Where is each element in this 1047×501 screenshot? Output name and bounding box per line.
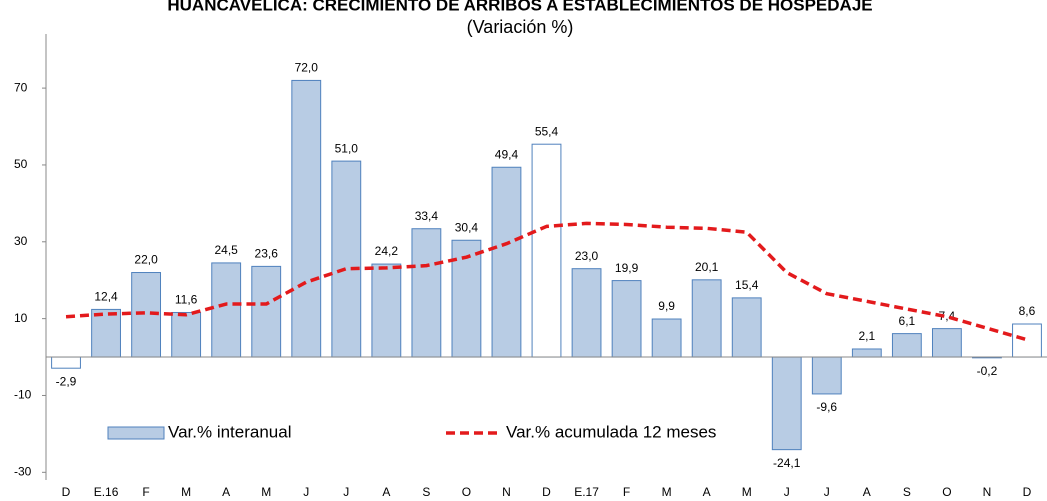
- y-tick-label: 10: [14, 311, 28, 325]
- line: [65, 221, 1028, 342]
- x-tick-label: E.16: [94, 485, 119, 499]
- x-tick-label: D: [62, 485, 71, 499]
- bar: [491, 166, 522, 358]
- value-label: 11,6: [175, 293, 198, 307]
- bar: [651, 318, 682, 358]
- x-tick-label: O: [462, 485, 471, 499]
- x-tick-label: M: [261, 485, 271, 499]
- y-tick-label: 30: [14, 234, 28, 248]
- value-label: -9,6: [816, 400, 837, 414]
- bar: [771, 356, 802, 451]
- y-tick-label: 70: [14, 80, 28, 94]
- bar: [731, 297, 762, 358]
- value-label: -2,9: [56, 374, 77, 388]
- x-tick-label: D: [542, 485, 551, 499]
- x-tick-label: J: [343, 485, 349, 499]
- legend-swatch: [107, 426, 165, 440]
- x-tick-label: S: [903, 485, 911, 499]
- value-label: 55,4: [535, 124, 559, 138]
- value-label: 20,1: [695, 260, 719, 274]
- x-tick-label: F: [142, 485, 149, 499]
- value-label: 72,0: [295, 61, 319, 75]
- x-tick-label: N: [502, 485, 511, 499]
- value-label: 24,2: [375, 244, 399, 258]
- x-tick-label: A: [382, 485, 390, 499]
- value-label: 12,4: [94, 290, 118, 304]
- x-tick-label: D: [1023, 485, 1032, 499]
- x-tick-label: A: [703, 485, 711, 499]
- value-label: 6,1: [899, 314, 916, 328]
- value-label: 24,5: [215, 243, 239, 257]
- x-tick-label: M: [662, 485, 672, 499]
- value-label: -0,2: [977, 364, 998, 378]
- bar: [171, 311, 202, 358]
- bar: [811, 356, 842, 395]
- legend-label: Var.% acumulada 12 meses: [506, 422, 716, 441]
- y-tick-label: -30: [14, 464, 32, 478]
- bar: [691, 279, 722, 358]
- value-label: 19,9: [615, 261, 639, 275]
- value-label: 22,0: [134, 253, 158, 267]
- bar: [571, 268, 602, 358]
- bar: [331, 160, 362, 358]
- bar: [931, 328, 962, 358]
- x-tick-label: O: [942, 485, 951, 499]
- x-tick-label: S: [422, 485, 430, 499]
- x-tick-label: M: [742, 485, 752, 499]
- bar: [91, 308, 121, 358]
- legend-label: Var.% interanual: [168, 422, 291, 441]
- bar: [611, 280, 642, 358]
- value-label: 49,4: [495, 147, 519, 161]
- chart-title: HUANCAVELICA: CRECIMIENTO DE ARRIBOS A E…: [167, 0, 872, 14]
- x-tick-label: E.17: [574, 485, 599, 499]
- value-label: 33,4: [415, 209, 439, 223]
- x-tick-label: J: [824, 485, 830, 499]
- value-label: 30,4: [455, 220, 479, 234]
- x-tick-label: N: [983, 485, 992, 499]
- bar: [1012, 323, 1042, 358]
- x-tick-label: F: [623, 485, 630, 499]
- bar: [531, 143, 562, 358]
- y-tick-label: -10: [14, 388, 32, 402]
- x-tick-label: A: [863, 485, 871, 499]
- value-label: 9,9: [658, 299, 675, 313]
- value-label: 8,6: [1019, 304, 1036, 318]
- bar: [851, 348, 882, 358]
- x-tick-label: J: [303, 485, 309, 499]
- bar: [411, 228, 442, 358]
- bar: [251, 265, 282, 358]
- bar: [211, 262, 242, 358]
- value-label: 51,0: [335, 141, 359, 155]
- value-label: 15,4: [735, 278, 759, 292]
- bar: [291, 79, 322, 358]
- y-tick-label: 50: [14, 157, 28, 171]
- value-label: 23,0: [575, 249, 599, 263]
- x-tick-label: M: [181, 485, 191, 499]
- value-label: 23,6: [255, 247, 279, 261]
- x-tick-label: J: [784, 485, 790, 499]
- bar: [891, 333, 922, 358]
- value-label: -24,1: [773, 456, 801, 470]
- bar: [51, 356, 81, 369]
- x-tick-label: A: [222, 485, 230, 499]
- chart-subtitle: (Variación %): [467, 17, 574, 37]
- value-label: 2,1: [858, 329, 875, 343]
- bar: [371, 263, 402, 358]
